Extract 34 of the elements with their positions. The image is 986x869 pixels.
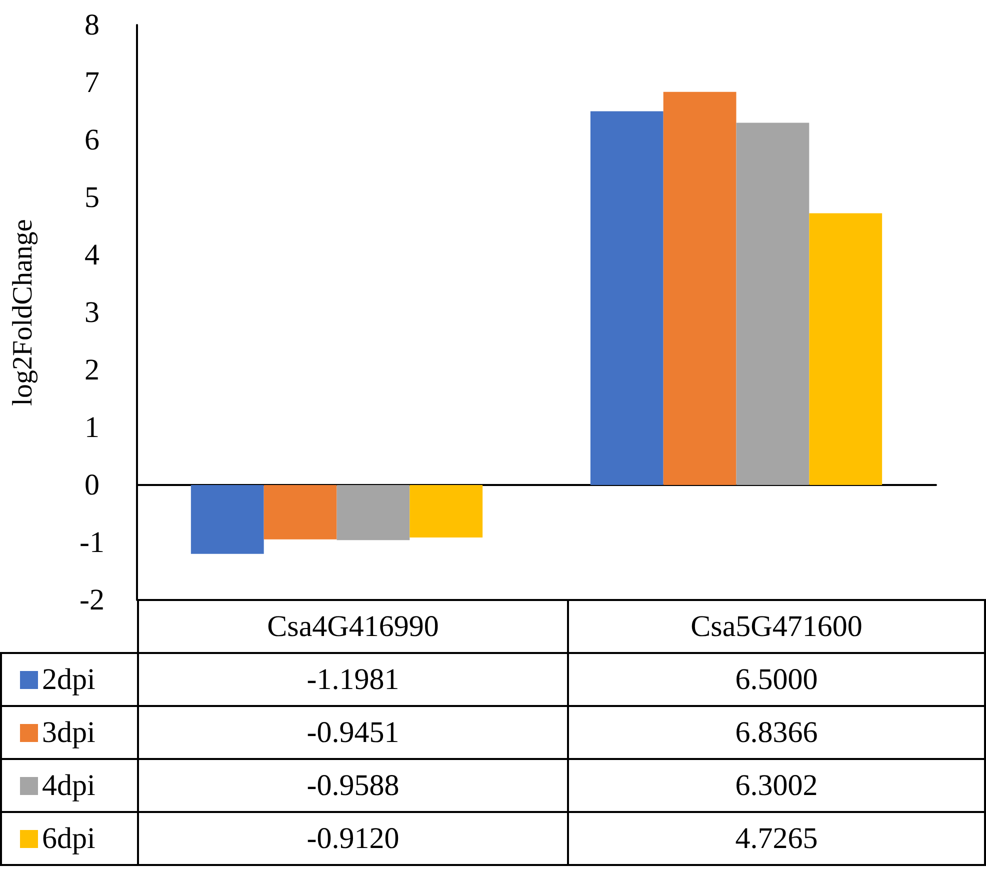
bar: [590, 111, 664, 485]
y-tick-label: 7: [84, 66, 100, 99]
legend-label: 3dpi: [1, 706, 138, 759]
data-label: 6.3002: [568, 759, 985, 812]
bar: [264, 485, 337, 540]
y-tick-label: 6: [84, 124, 100, 156]
y-tick-label: -2: [80, 584, 104, 616]
data-label: -0.9120: [138, 812, 568, 865]
y-tick-label: 4: [84, 238, 100, 272]
y-tick-label: 8: [84, 8, 100, 42]
legend-label: 2dpi: [1, 653, 138, 706]
y-tick-label: 3: [84, 296, 100, 329]
bar: [663, 92, 736, 485]
bar: [410, 485, 483, 538]
data-label: 6.5000: [568, 653, 985, 706]
y-tick-label: 2: [84, 354, 100, 386]
y-axis-title: log2FoldChange: [8, 219, 38, 406]
data-label: -0.9451: [138, 706, 568, 759]
data-label: 4.7265: [568, 812, 985, 865]
y-tick-label: 5: [84, 181, 100, 214]
bar: [190, 485, 264, 554]
data-label: -1.1981: [138, 653, 568, 706]
bar: [809, 213, 882, 485]
data-label: 6.8366: [568, 706, 985, 759]
bar: [736, 122, 810, 485]
legend-label: 6dpi: [1, 812, 138, 865]
y-tick-label: -1: [80, 526, 104, 559]
x-tick-label: Csa5G471600: [568, 600, 985, 653]
data-label: -0.9588: [138, 759, 568, 812]
y-tick-label: 0: [84, 468, 100, 502]
legend-label: 4dpi: [1, 759, 138, 812]
bar: [336, 485, 410, 540]
y-tick-label: 1: [84, 411, 100, 444]
x-tick-label: Csa4G416990: [138, 600, 568, 653]
